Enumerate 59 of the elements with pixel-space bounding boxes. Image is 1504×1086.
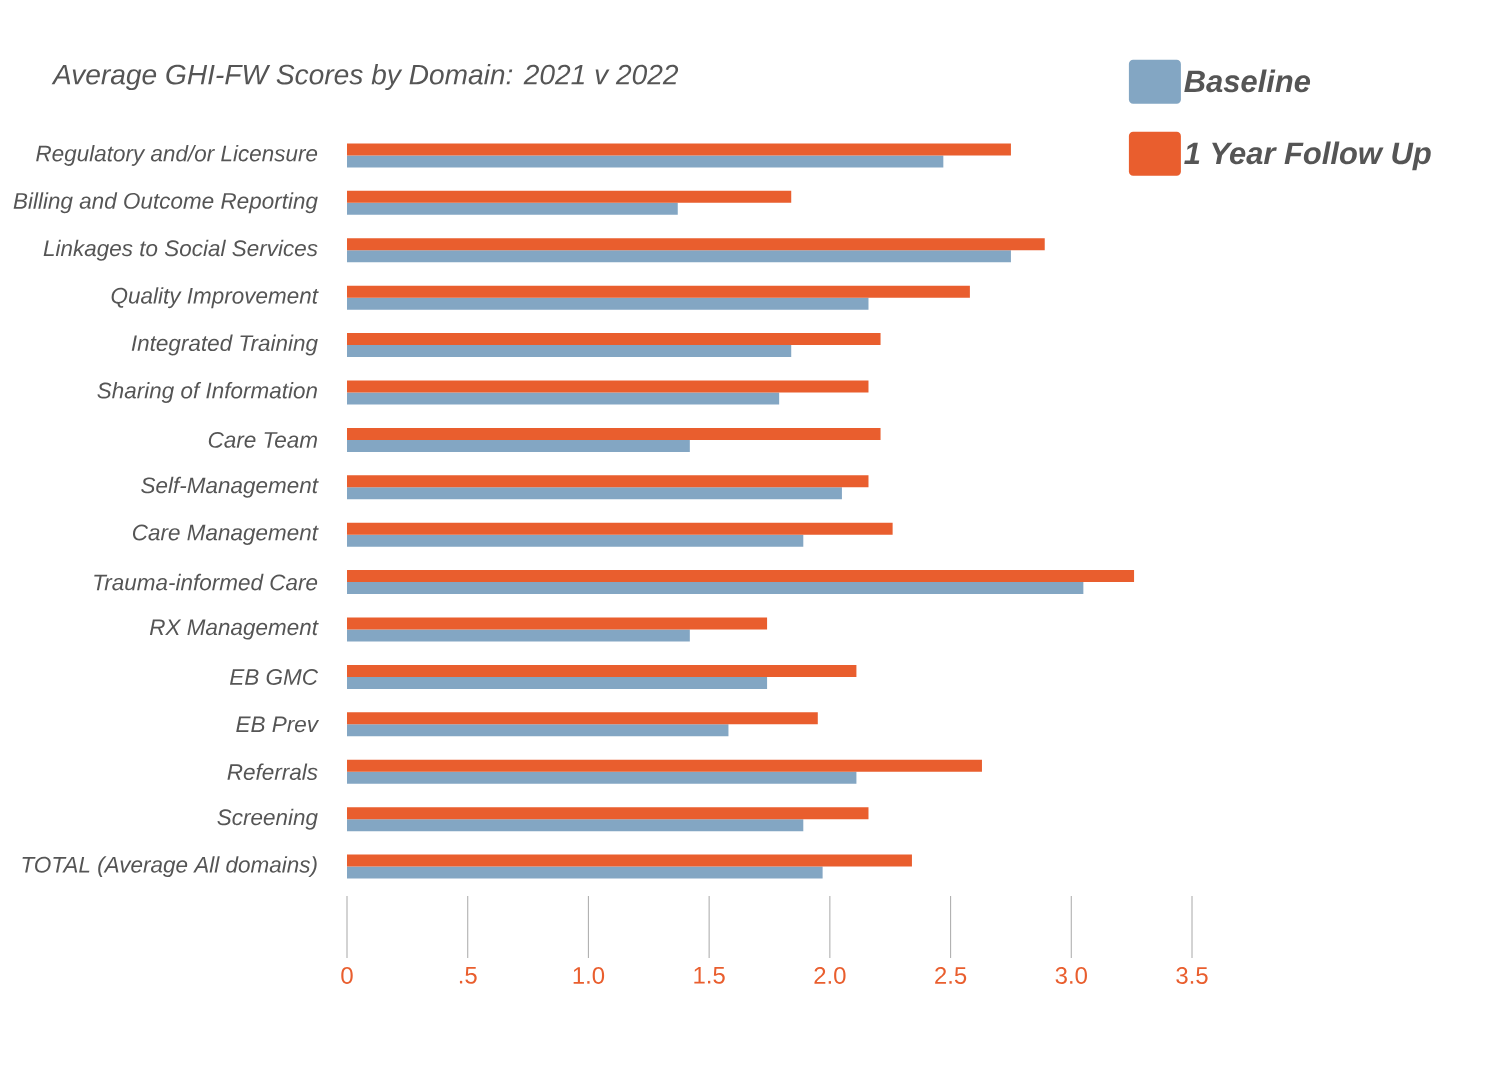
bar <box>347 617 768 630</box>
y-tick-label: EB Prev <box>236 716 320 733</box>
bar <box>347 724 729 737</box>
y-tick-label: Care Management <box>132 524 319 545</box>
y-tick-label: Screening <box>217 808 318 830</box>
bar <box>347 345 792 358</box>
bar <box>347 866 823 879</box>
x-tick-label: 0 <box>341 966 353 984</box>
bar <box>347 475 869 488</box>
bar <box>347 439 690 452</box>
y-tick-label: Sharing of Information <box>97 381 317 403</box>
bar <box>347 333 881 346</box>
y-tick-label: Self-Management <box>141 476 319 498</box>
bar <box>347 380 869 393</box>
x-tick-label: 1.0 <box>573 966 605 984</box>
x-tick-label: 2.0 <box>814 966 846 984</box>
bar <box>347 807 869 820</box>
x-tick-label: 2.5 <box>935 966 967 984</box>
legend-label: 1 Year Follow Up <box>1184 141 1431 171</box>
bar <box>347 854 912 867</box>
y-tick-label: RX Management <box>149 619 319 640</box>
bar <box>347 190 792 203</box>
bar <box>347 522 893 535</box>
bar <box>347 297 869 310</box>
bar <box>347 392 780 405</box>
bar <box>347 676 768 689</box>
y-tick-label: EB GMC <box>229 669 319 685</box>
bar <box>347 771 857 784</box>
bar <box>347 664 857 677</box>
bar <box>347 143 1011 156</box>
chart-title: Average GHI-FW Scores by Domain: 2021 v 2022 <box>51 63 679 91</box>
bar <box>347 427 881 440</box>
bar <box>347 629 690 642</box>
x-tick-label: .5 <box>459 966 477 984</box>
bar <box>347 759 982 772</box>
x-tick-label: 3.0 <box>1055 966 1087 984</box>
bar <box>347 570 1135 583</box>
y-tick-label: Care Team <box>208 431 317 448</box>
legend-label: Baseline <box>1184 69 1311 93</box>
bar <box>347 202 678 215</box>
bar <box>347 712 818 725</box>
y-tick-label: Quality Improvement <box>111 287 319 309</box>
bar <box>347 582 1084 595</box>
y-tick-label: TOTAL (Average All domains) <box>22 856 317 878</box>
y-tick-label: Trauma-informed Care <box>94 573 318 591</box>
bar <box>347 238 1045 251</box>
bar <box>347 285 970 298</box>
y-tick-label: Integrated Training <box>131 334 318 356</box>
bar <box>347 819 804 832</box>
y-tick-label: Regulatory and/or Licensure <box>36 144 318 166</box>
y-tick-label: Referrals <box>227 763 318 781</box>
y-tick-label: Billing and Outcome Reporting <box>13 192 318 214</box>
bar <box>347 487 842 500</box>
bar <box>347 534 804 547</box>
y-tick-label: Linkages to Social Services <box>43 239 318 261</box>
x-tick-label: 3.5 <box>1176 966 1208 984</box>
bar <box>347 155 944 168</box>
bar <box>347 250 1011 263</box>
x-tick-label: 1.5 <box>694 966 725 984</box>
